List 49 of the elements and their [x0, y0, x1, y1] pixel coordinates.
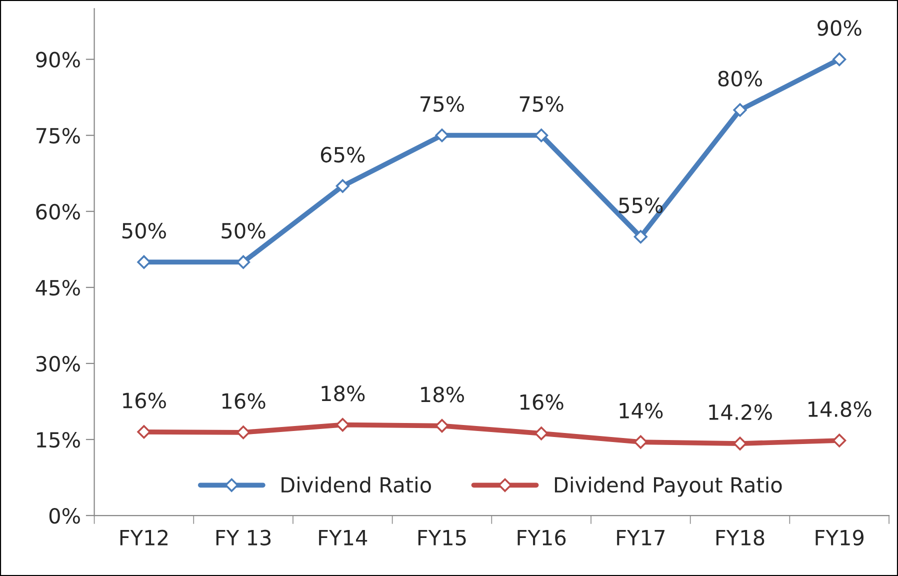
data-label: 55% — [619, 197, 663, 214]
x-tick-label: FY16 — [518, 530, 566, 546]
y-tick-label: 30% — [36, 356, 80, 372]
point — [832, 52, 846, 66]
point — [534, 128, 548, 142]
point — [336, 179, 350, 193]
point — [733, 103, 747, 117]
x-tick-label: FY14 — [319, 530, 368, 546]
point — [336, 418, 350, 432]
point — [435, 128, 449, 142]
point — [634, 230, 648, 244]
x-tick-label: FY12 — [120, 530, 168, 546]
data-label: 16% — [222, 393, 266, 409]
data-label: 14.2% — [709, 404, 772, 420]
data-label: 18% — [421, 386, 464, 402]
data-label: 18% — [322, 386, 365, 402]
point — [733, 436, 747, 450]
x-tick-label: FY19 — [816, 530, 864, 546]
data-label: 75% — [520, 96, 564, 112]
data-label: 16% — [123, 392, 166, 408]
data-label: 80% — [718, 70, 762, 87]
y-tick-label: 90% — [36, 52, 80, 68]
point — [137, 255, 151, 269]
x-tick-label: FY15 — [418, 530, 466, 546]
data-label: 16% — [520, 394, 564, 410]
x-tick-label: FY 13 — [216, 530, 271, 546]
legend-label: Dividend Payout Ratio — [554, 476, 782, 497]
y-tick-label: 60% — [36, 204, 80, 220]
y-tick-label: 75% — [36, 128, 80, 144]
point — [634, 435, 648, 449]
y-tick-label: 15% — [37, 432, 80, 448]
data-label: 50% — [222, 222, 266, 239]
point — [435, 419, 449, 433]
point — [236, 255, 250, 269]
y-tick-label: 45% — [36, 280, 80, 296]
point — [832, 434, 846, 448]
data-label: 50% — [122, 222, 166, 239]
data-label: 65% — [320, 146, 365, 163]
point — [236, 426, 250, 440]
y-tick-label: 0% — [49, 508, 80, 524]
legend-label: Dividend Ratio — [282, 476, 431, 493]
x-tick-label: FY18 — [716, 530, 764, 546]
data-label: 90% — [818, 20, 862, 36]
data-label: 14% — [620, 402, 663, 419]
point — [137, 425, 151, 439]
data-label: 75% — [420, 96, 464, 112]
data-label: 14.8% — [808, 401, 872, 418]
x-tick-label: FY17 — [617, 530, 664, 546]
point — [534, 426, 548, 440]
